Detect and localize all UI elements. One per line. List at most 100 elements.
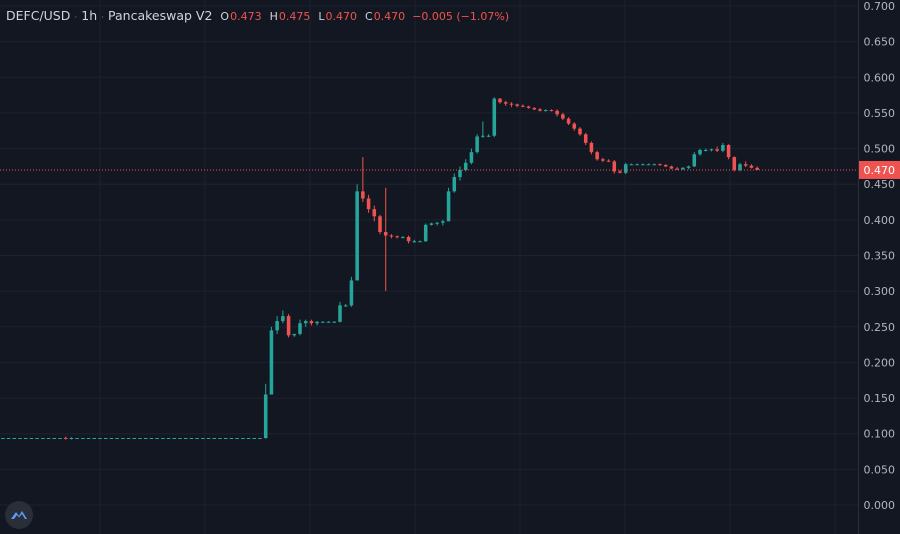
y-tick-label: 0.350	[864, 250, 896, 263]
high-value: 0.475	[278, 10, 311, 23]
candle-body	[63, 437, 68, 439]
candle-body	[103, 437, 108, 439]
price-axis[interactable]: 0.700 0.650 0.600 0.550 0.500 0.450 0.400 0.350…	[858, 0, 896, 534]
candle-body	[372, 209, 377, 217]
candle-body	[583, 134, 588, 143]
candle-body	[538, 109, 542, 111]
candle-body	[492, 98, 497, 136]
candle-body	[241, 437, 245, 439]
candle-body	[46, 437, 51, 439]
last-price-badge	[859, 160, 900, 179]
candle-body	[503, 102, 508, 104]
candle-body	[572, 123, 577, 129]
change-value: −0.005 (−1.07%)	[412, 10, 510, 23]
candle-body	[515, 104, 519, 106]
candle-body	[229, 437, 234, 439]
candle-body	[361, 191, 365, 199]
candle-body	[681, 167, 685, 170]
candle-body	[201, 437, 205, 439]
candle-body	[721, 145, 725, 151]
candle-body	[132, 437, 137, 439]
candle-body	[321, 321, 325, 323]
candle-body	[743, 164, 748, 166]
candle-body	[595, 152, 599, 160]
open-value: 0.473	[230, 10, 262, 23]
candle-body	[481, 135, 485, 137]
y-tick-label: 0.150	[864, 392, 896, 405]
candle-body	[429, 223, 434, 225]
y-tick-label: 0.000	[864, 499, 896, 512]
candle-body	[635, 164, 639, 166]
candle-body	[338, 305, 342, 322]
cloud-icon	[11, 511, 27, 519]
candle-body	[383, 231, 388, 236]
candle-body	[275, 321, 279, 331]
candle-body	[549, 110, 554, 112]
y-tick-label: 0.650	[864, 36, 896, 49]
candle-body	[475, 136, 479, 153]
candle-body	[326, 321, 331, 323]
candle-body	[292, 333, 297, 336]
candle-body	[406, 236, 411, 242]
separator: ·	[74, 13, 78, 23]
tradingview-logo-icon[interactable]	[5, 501, 33, 529]
candle-body	[709, 149, 714, 151]
candle-body	[343, 305, 348, 307]
candle-body	[692, 154, 697, 167]
candle-body	[309, 321, 314, 324]
candle-body	[543, 110, 548, 112]
candle-body	[281, 316, 285, 322]
candle-body	[366, 198, 371, 210]
interval-label[interactable]: 1h	[81, 8, 98, 23]
y-tick-label: 0.050	[864, 463, 896, 476]
candle-body	[143, 437, 148, 439]
low-value: 0.470	[325, 10, 358, 23]
candle-body	[509, 103, 514, 105]
candle-body	[738, 164, 742, 170]
candle-body	[566, 118, 571, 124]
candle-body	[1, 437, 5, 439]
candle-body	[555, 110, 559, 115]
candle-body	[149, 437, 154, 439]
candle-body	[469, 152, 474, 163]
candle-body	[601, 159, 605, 161]
candle-body	[458, 169, 462, 178]
candle-body	[235, 437, 239, 439]
candle-body	[298, 323, 302, 334]
candle-body	[41, 437, 45, 439]
candle-body	[726, 145, 731, 158]
candle-body	[86, 437, 91, 439]
candle-body	[6, 437, 11, 439]
candle-body	[155, 437, 159, 439]
symbol-label[interactable]: DEFC/USD	[6, 8, 71, 23]
candle-body	[463, 162, 468, 170]
candle-body	[389, 235, 394, 237]
candle-body	[612, 161, 617, 172]
candle-body	[646, 164, 651, 166]
candle-body	[663, 164, 668, 167]
candle-body	[629, 164, 634, 166]
candle-body	[189, 437, 194, 439]
high-key: H	[269, 10, 278, 23]
candle-body	[29, 437, 34, 439]
candle-body	[286, 316, 291, 336]
candle-body	[69, 437, 74, 439]
candle-body	[423, 224, 428, 242]
candle-body	[686, 166, 691, 168]
y-tick-label: 0.250	[864, 321, 896, 334]
candle-body	[755, 167, 759, 170]
candle-body	[315, 321, 319, 324]
candle-body	[206, 437, 211, 439]
candle-body	[258, 437, 262, 439]
candle-body	[521, 105, 525, 107]
candle-body	[526, 106, 531, 108]
candle-body	[641, 164, 645, 166]
candle-body	[81, 437, 85, 439]
candle-body	[698, 149, 702, 155]
y-tick-label: 0.500	[864, 143, 896, 156]
candle-body	[446, 191, 451, 222]
candle-body	[332, 321, 337, 323]
candle-body	[395, 236, 399, 238]
candle-body	[172, 437, 177, 439]
